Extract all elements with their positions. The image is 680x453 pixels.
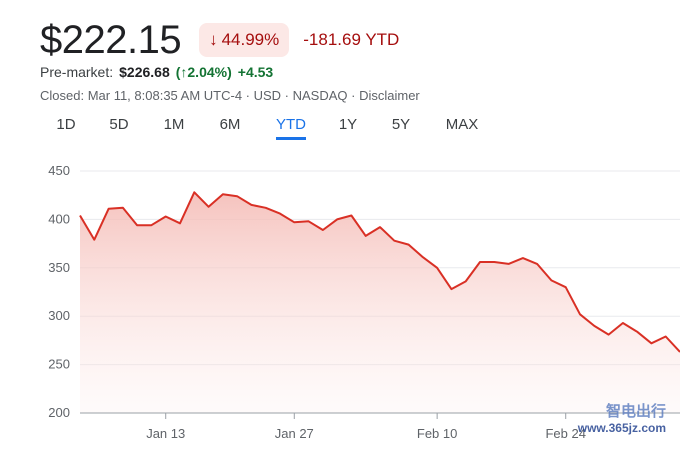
premarket-row: Pre-market: $226.68 (↑2.04%) +4.53: [40, 64, 273, 80]
watermark-site: www.365jz.com: [577, 421, 666, 435]
market-status-text: Closed: Mar 11, 8:08:35 AM UTC-4 · USD ·…: [40, 88, 360, 103]
watermark-brand: 智电出行: [605, 403, 666, 420]
disclaimer-link[interactable]: Disclaimer: [359, 88, 420, 103]
y-tick-label: 200: [48, 405, 70, 420]
x-tick-label: Jan 27: [275, 426, 314, 441]
change-absolute: -181.69 YTD: [303, 30, 400, 49]
quote-header: $222.15 ↓ 44.99% -181.69 YTD: [40, 18, 399, 62]
x-tick-label: Feb 24: [545, 426, 585, 441]
price-area-fill: [80, 192, 680, 413]
premarket-change: +4.53: [237, 64, 274, 80]
tab-max[interactable]: MAX: [445, 116, 479, 133]
change-percent-badge: ↓ 44.99%: [199, 23, 290, 57]
x-tick-label: Feb 10: [417, 426, 457, 441]
y-tick-label: 350: [48, 260, 70, 275]
market-status: Closed: Mar 11, 8:08:35 AM UTC-4 · USD ·…: [40, 88, 420, 103]
current-price: $222.15: [40, 17, 182, 62]
tab-6m[interactable]: 6M: [219, 116, 241, 133]
tab-1y[interactable]: 1Y: [338, 116, 358, 133]
x-tick-label: Jan 13: [146, 426, 185, 441]
y-tick-label: 300: [48, 308, 70, 323]
tab-1m[interactable]: 1M: [163, 116, 185, 133]
watermark: 智电出行 www.365jz.com: [578, 400, 666, 435]
change-percent: 44.99%: [221, 30, 280, 49]
x-axis-ticks: Jan 13 Jan 27 Feb 10 Feb 24: [146, 413, 586, 441]
y-axis-ticks: 200 250 300 350 400 450: [48, 163, 70, 420]
tab-5d[interactable]: 5D: [109, 116, 129, 133]
premarket-price: $226.68: [119, 64, 170, 80]
tab-1d[interactable]: 1D: [56, 116, 76, 133]
y-tick-label: 400: [48, 211, 70, 226]
premarket-label: Pre-market:: [40, 64, 114, 80]
y-tick-label: 450: [48, 163, 70, 178]
price-line: [79, 191, 680, 353]
tab-5y[interactable]: 5Y: [391, 116, 411, 133]
tab-ytd[interactable]: YTD: [276, 116, 306, 140]
y-tick-label: 250: [48, 357, 70, 372]
arrow-down-icon: ↓: [209, 30, 218, 49]
premarket-percent: (↑2.04%): [175, 64, 232, 80]
